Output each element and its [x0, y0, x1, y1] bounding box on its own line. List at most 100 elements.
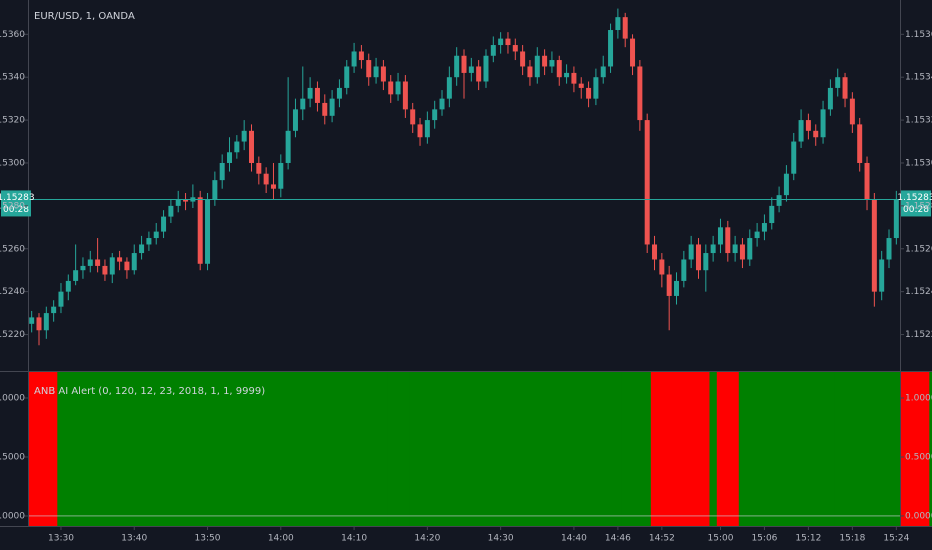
candle-body	[637, 66, 643, 121]
signal-band	[848, 372, 857, 526]
candle-body	[241, 130, 247, 142]
signal-band	[599, 372, 608, 526]
candle-body	[454, 55, 460, 78]
signal-band	[284, 372, 293, 526]
signal-band	[570, 372, 578, 526]
candle-body	[410, 109, 416, 125]
y-tick-label: 1.15220	[905, 330, 932, 340]
signal-band	[921, 372, 930, 526]
signal-band	[225, 372, 234, 526]
candle-body	[197, 197, 203, 264]
candle-body	[219, 162, 225, 181]
signal-band	[555, 372, 564, 526]
signal-band	[28, 372, 36, 526]
last-price-label: 1.15283	[897, 193, 932, 203]
signal-band	[189, 372, 197, 526]
candle-body	[161, 216, 167, 232]
signal-band	[64, 372, 73, 526]
candle-body	[212, 180, 218, 200]
candle-body	[124, 261, 130, 271]
x-tick-label: 15:12	[795, 534, 821, 544]
candle-body	[388, 81, 394, 95]
candle-body	[630, 38, 636, 67]
signal-band	[577, 372, 586, 526]
signal-band	[218, 372, 227, 526]
signal-band	[277, 372, 285, 526]
signal-band	[306, 372, 315, 526]
candle-body	[791, 141, 797, 174]
plot-layer	[28, 8, 932, 526]
x-tick-label: 15:24	[883, 534, 909, 544]
candle-body	[87, 259, 93, 266]
signal-band	[496, 372, 505, 526]
signal-band	[211, 372, 219, 526]
x-tick-label: 13:40	[121, 534, 147, 544]
candle-body	[564, 72, 570, 78]
signal-band	[86, 372, 95, 526]
signal-band	[812, 372, 820, 526]
signal-band	[584, 372, 593, 526]
signal-band	[892, 372, 901, 526]
signal-band	[914, 372, 923, 526]
candle-body	[227, 152, 233, 163]
candle-body	[769, 205, 775, 224]
signal-band	[702, 372, 710, 526]
y-tick-label: 1.15260	[0, 244, 25, 254]
candle-body	[695, 244, 701, 271]
countdown-label: 00:28	[3, 205, 29, 215]
signal-band	[365, 372, 373, 526]
signal-band	[445, 372, 454, 526]
candle-body	[285, 130, 291, 163]
signal-band	[636, 372, 644, 526]
signal-band	[929, 372, 932, 526]
signal-band	[108, 372, 117, 526]
y-tick-label: 1.15300	[0, 158, 25, 168]
signal-band	[863, 372, 872, 526]
signal-band	[658, 372, 666, 526]
candle-body	[776, 195, 782, 206]
candle-body	[615, 17, 621, 31]
signal-band	[650, 372, 659, 526]
signal-band	[900, 372, 908, 526]
candle-body	[336, 87, 342, 99]
chart-title: EUR/USD, 1, OANDA	[34, 11, 135, 22]
candle-body	[322, 102, 328, 116]
candle-body	[725, 227, 731, 254]
candle-body	[270, 184, 276, 189]
candle-body	[117, 257, 123, 262]
signal-band	[548, 372, 556, 526]
candle-body	[747, 238, 753, 260]
candle-body	[234, 141, 240, 153]
signal-band	[753, 372, 762, 526]
signal-band	[350, 372, 359, 526]
candle-body	[344, 66, 350, 88]
signal-band	[431, 372, 439, 526]
y-tick-label: 1.15340	[905, 73, 932, 83]
signal-band	[460, 372, 469, 526]
y-tick-label: 1.0000	[905, 394, 932, 404]
candle-body	[139, 244, 145, 254]
signal-band	[438, 372, 447, 526]
candle-body	[805, 120, 811, 131]
signal-band	[152, 372, 161, 526]
candle-body	[205, 199, 211, 264]
candle-body	[527, 66, 533, 78]
candle-body	[659, 259, 665, 275]
candle-body	[36, 317, 42, 331]
signal-band	[423, 372, 432, 526]
candle-body	[703, 253, 709, 271]
candle-body	[314, 87, 320, 103]
candle-body	[608, 30, 614, 67]
y-tick-label: 1.15240	[905, 287, 932, 297]
last-price-label: 1.15283	[0, 193, 35, 203]
y-tick-label: 1.0000	[0, 394, 25, 404]
y-tick-label: 1.15340	[0, 73, 25, 83]
signal-band	[79, 372, 88, 526]
signal-band	[687, 372, 696, 526]
candle-body	[307, 87, 313, 99]
candle-body	[644, 120, 650, 245]
x-tick-label: 14:40	[561, 534, 587, 544]
signal-band	[489, 372, 498, 526]
x-tick-label: 13:30	[48, 534, 74, 544]
candle-body	[842, 77, 848, 99]
